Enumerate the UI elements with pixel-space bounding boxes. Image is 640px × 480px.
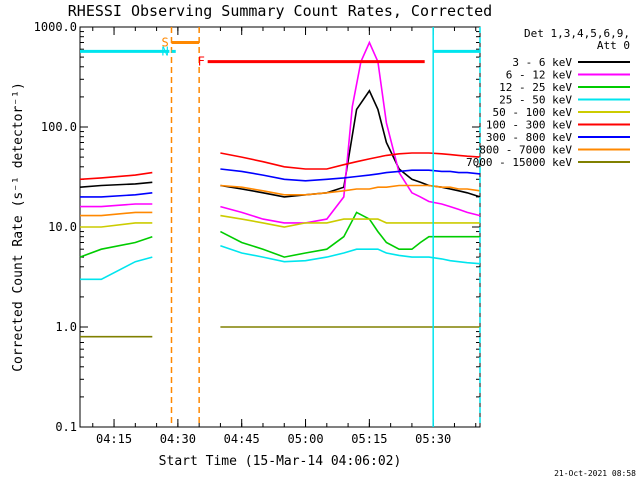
y-tick-label: 100.0 (41, 120, 77, 134)
series-line (79, 211, 480, 258)
series-line (79, 89, 481, 198)
legend-label: 6 - 12 keV (506, 69, 573, 82)
flag-label: S (161, 35, 168, 49)
footer-date: 21-Oct-2021 08:58 (554, 469, 636, 478)
data-series (79, 40, 481, 338)
y-tick-label: 1.0 (55, 320, 77, 334)
legend-label: 12 - 25 keV (499, 81, 572, 94)
series-line (80, 168, 481, 198)
axis-ticks: 0.1 1.0 10.0 100.0 1000.0 04:15 04:30 04:45 05:0… (34, 20, 480, 446)
series-line (80, 244, 481, 281)
chart-title: RHESSI Observing Summary Count Rates, Co… (68, 2, 492, 20)
x-axis-label: Start Time (15-Mar-14 04:06:02) (159, 454, 402, 469)
legend-header-line-2: Att 0 (597, 39, 630, 52)
legend-header-line-1: Det 1,3,4,5,6,9, (524, 27, 630, 40)
flag-overlays: SFN (80, 27, 481, 427)
x-tick-label: 04:15 (96, 432, 132, 446)
x-tick-label: 04:45 (224, 432, 260, 446)
x-tick-label: 05:15 (351, 432, 387, 446)
legend-label: 100 - 300 keV (486, 119, 572, 132)
legend-label: 3 - 6 keV (512, 56, 572, 69)
y-tick-label: 1000.0 (34, 20, 77, 34)
series-line (80, 326, 480, 338)
series-line (80, 184, 481, 217)
legend-label: 7000 - 15000 keV (466, 156, 572, 169)
x-tick-label: 04:30 (160, 432, 196, 446)
x-tick-label: 05:00 (287, 432, 323, 446)
y-axis-label: Corrected Count Rate (s⁻¹ detector⁻¹) (11, 82, 26, 372)
x-tick-label: 05:30 (415, 432, 451, 446)
series-line (80, 214, 480, 228)
legend-label: 25 - 50 keV (499, 94, 572, 107)
plot-frame (79, 26, 481, 428)
series-line (79, 152, 481, 181)
flag-label: F (198, 55, 205, 69)
y-tick-label: 0.1 (55, 420, 77, 434)
legend-label: 300 - 800 keV (486, 131, 572, 144)
legend-label: 800 - 7000 keV (479, 144, 572, 157)
legend-label: 50 - 100 keV (493, 106, 573, 119)
y-tick-label: 10.0 (48, 220, 77, 234)
